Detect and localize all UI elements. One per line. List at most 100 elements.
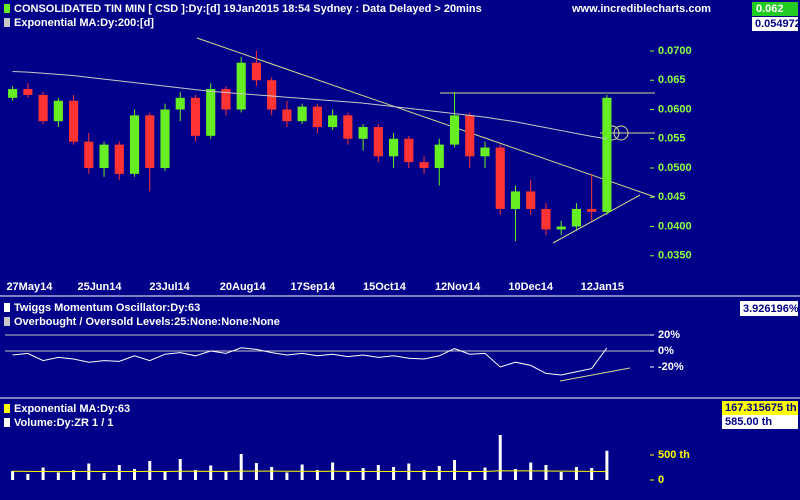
volume-bar [209,465,213,480]
y-tick-label: 0.055 [658,133,686,145]
x-tick-label: 25Jun14 [77,281,122,293]
trendline [196,37,656,198]
volume-bar [56,472,60,480]
y-tick-label: 0.045 [658,191,686,203]
candle-body [160,109,170,169]
volume-bar [193,470,197,480]
volume-bar [574,467,578,480]
candle-body [541,208,551,230]
candle-body [373,127,383,157]
volume-bar [422,470,426,480]
legend-icon [4,317,10,326]
volume-bar [376,465,380,480]
candle-body [206,89,216,136]
candle-body [69,100,79,142]
x-tick-label: 15Oct14 [363,281,407,293]
volume-bar [544,465,548,480]
candle-body [145,115,155,169]
volume-bar [163,472,167,480]
legend-entry: Twiggs Momentum Oscillator:Dy:63 [14,302,200,314]
volume-bar [41,467,45,480]
volume-bar [178,459,182,480]
candle-body [23,89,33,95]
volume-bar [224,471,228,480]
volume-bar [133,469,137,480]
volume-bar [392,467,396,480]
volume-bar [300,464,304,480]
trendline [552,194,641,244]
candle-body [175,97,185,110]
candle-body [602,97,612,212]
legend-icon [4,418,10,427]
volume-bar [453,460,457,480]
candle-body [53,100,63,122]
candle-body [84,141,94,169]
candle-body [8,89,18,98]
candle-body [114,144,124,174]
value-box [752,2,798,16]
value-box-label: 3.926196% [743,303,799,315]
legend-entry: Exponential MA:Dy:200:[d] [14,17,154,29]
candle-body [236,62,246,110]
value-box [722,415,798,429]
legend-icon [4,4,10,13]
candle-body [297,106,307,122]
y-tick-label: 20% [658,329,680,341]
volume-bar [148,461,152,480]
volume-bar [605,450,609,480]
candle-body [312,106,322,128]
y-tick-label: 0.0500 [658,162,692,174]
candle-body [480,147,490,157]
y-tick-label: 0.065 [658,74,686,86]
volume-bar [346,471,350,480]
x-tick-label: 23Jul14 [149,281,190,293]
y-tick-label: 500 th [658,449,690,461]
volume-bar [483,467,487,480]
value-box-label: 585.00 th [725,416,772,428]
candle-body [389,138,399,157]
candle-body [510,191,521,209]
watermark: www.incrediblecharts.com [571,3,711,15]
x-tick-label: 17Sep14 [290,281,336,293]
candle-body [251,62,261,81]
candle-body [267,80,277,110]
value-box [740,301,798,316]
chart-title: CONSOLIDATED TIN MIN [ CSD ]:Dy:[d] 19Ja… [14,3,482,15]
volume-bar [468,471,472,480]
volume-bar [361,468,365,480]
candle-body [556,226,566,230]
candle-body [221,89,231,110]
y-tick-label: 0% [658,345,674,357]
volume-bar [11,471,15,480]
value-box-label: 0.054972 [755,18,800,30]
x-tick-label: 12Jan15 [581,281,624,293]
candle-body [419,162,429,169]
line-series [12,470,607,473]
annotation-circle [613,125,629,141]
legend-icon [4,18,10,27]
candle-body [495,147,505,209]
legend-icon [4,303,10,312]
x-tick-label: 12Nov14 [435,281,481,293]
volume-bar [315,470,319,480]
trendline [559,367,631,382]
y-tick-label: 0.0350 [658,250,692,262]
x-tick-label: 20Aug14 [220,281,267,293]
candle-body [328,115,338,128]
volume-bar [239,454,243,480]
candle-body [129,115,140,174]
volume-bar [26,474,30,480]
x-tick-label: 10Dec14 [508,281,554,293]
value-box-label: 0.062 [756,3,784,15]
volume-bar [590,468,594,480]
candle-body [190,97,201,136]
candle-body [343,115,353,139]
line-series [12,347,608,376]
value-box [722,401,798,415]
candle-body [434,144,444,169]
candle-body [587,208,597,212]
value-box [752,17,798,31]
candle-body [449,115,460,145]
